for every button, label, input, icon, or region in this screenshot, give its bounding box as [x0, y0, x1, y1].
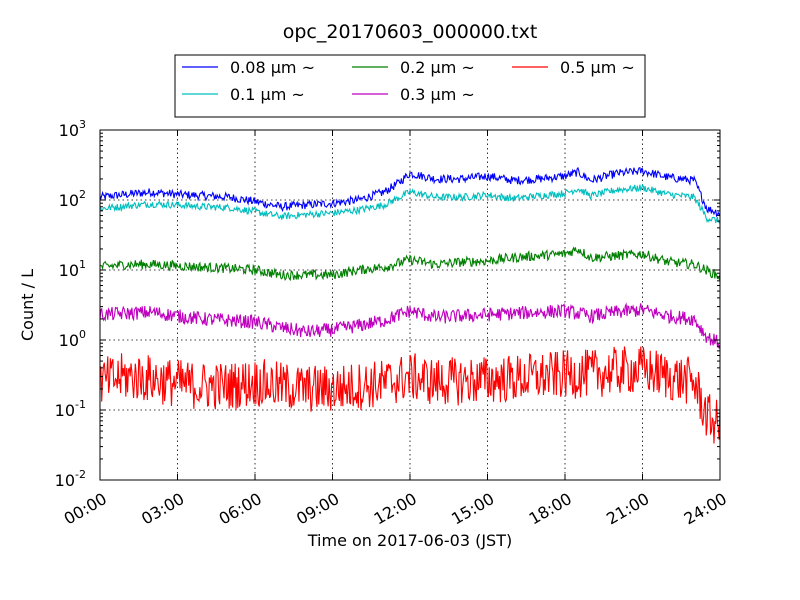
legend-label: 0.08 μm ~ — [230, 58, 315, 77]
legend: 0.08 μm ~ 0.1 μm ~ 0.2 μm ~ 0.3 μm ~ 0.5 μm … — [174, 54, 646, 118]
legend-label: 0.1 μm ~ — [230, 85, 305, 104]
y-tick-label: 100 — [59, 328, 86, 350]
x-tick-label: 18:00 — [526, 489, 575, 529]
series-line — [99, 183, 721, 225]
series-lines — [99, 166, 721, 444]
y-axis-label: Count / L — [18, 269, 37, 341]
y-tick-label: 101 — [59, 258, 86, 280]
series-line — [99, 302, 721, 349]
x-tick-label: 00:00 — [61, 489, 110, 529]
legend-box — [174, 54, 646, 118]
series-line — [99, 166, 721, 218]
x-tick-label: 12:00 — [371, 489, 420, 529]
x-tick-label: 21:00 — [603, 489, 652, 529]
x-tick-label: 15:00 — [448, 489, 497, 529]
legend-label: 0.5 μm ~ — [560, 58, 635, 77]
series-line — [99, 246, 721, 282]
x-tick-label: 24:00 — [681, 489, 730, 529]
grid — [100, 130, 720, 480]
chart-title: opc_20170603_000000.txt — [283, 21, 538, 43]
legend-label: 0.3 μm ~ — [400, 85, 475, 104]
y-tick-label: 10-1 — [55, 398, 86, 420]
y-tick-label: 10-2 — [55, 468, 86, 490]
x-axis-label: Time on 2017-06-03 (JST) — [307, 531, 512, 550]
x-tick-label: 03:00 — [138, 489, 187, 529]
y-tick-label: 102 — [59, 188, 86, 210]
x-tick-label: 09:00 — [293, 489, 342, 529]
y-axis-ticks: 10-2 10-1 100 101 102 103 — [55, 118, 720, 490]
x-tick-label: 06:00 — [216, 489, 265, 529]
legend-label: 0.2 μm ~ — [400, 58, 475, 77]
y-tick-label: 103 — [59, 118, 86, 140]
series-line — [99, 346, 721, 444]
